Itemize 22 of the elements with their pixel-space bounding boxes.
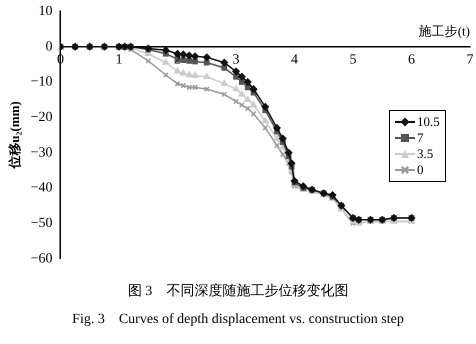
legend-label: 10.5: [417, 114, 440, 130]
y-tick-label: −60: [30, 251, 52, 266]
text: 图 3 不同深度随施工步位移变化图: [126, 282, 350, 300]
x-tick-label: 3: [232, 52, 240, 68]
y-tick-label: −40: [30, 180, 52, 196]
y-tick-label: −50: [30, 216, 52, 231]
x-tick-label: 1: [115, 52, 122, 68]
x-tick-label: 6: [408, 52, 415, 68]
y-tick-label: 0: [45, 39, 52, 54]
y-tick-label: 10: [38, 4, 52, 20]
y-tick-label: −30: [30, 145, 52, 160]
y-axis-title: 位移u₂(mm): [7, 101, 22, 170]
legend-label: 7: [417, 130, 424, 146]
x-tick-label: 5: [350, 52, 356, 68]
text: Fig. 3 Curves of depth displacement vs. construction step: [71, 311, 405, 328]
legend-label: 3.5: [417, 146, 434, 162]
x-tick-label: 7: [466, 52, 474, 68]
x-tick-label: 4: [291, 52, 298, 68]
x-axis-title: 施工步(t): [418, 24, 470, 39]
y-tick-label: −10: [30, 74, 52, 90]
y-tick-label: −20: [30, 110, 52, 126]
legend-label: 0: [417, 162, 424, 178]
